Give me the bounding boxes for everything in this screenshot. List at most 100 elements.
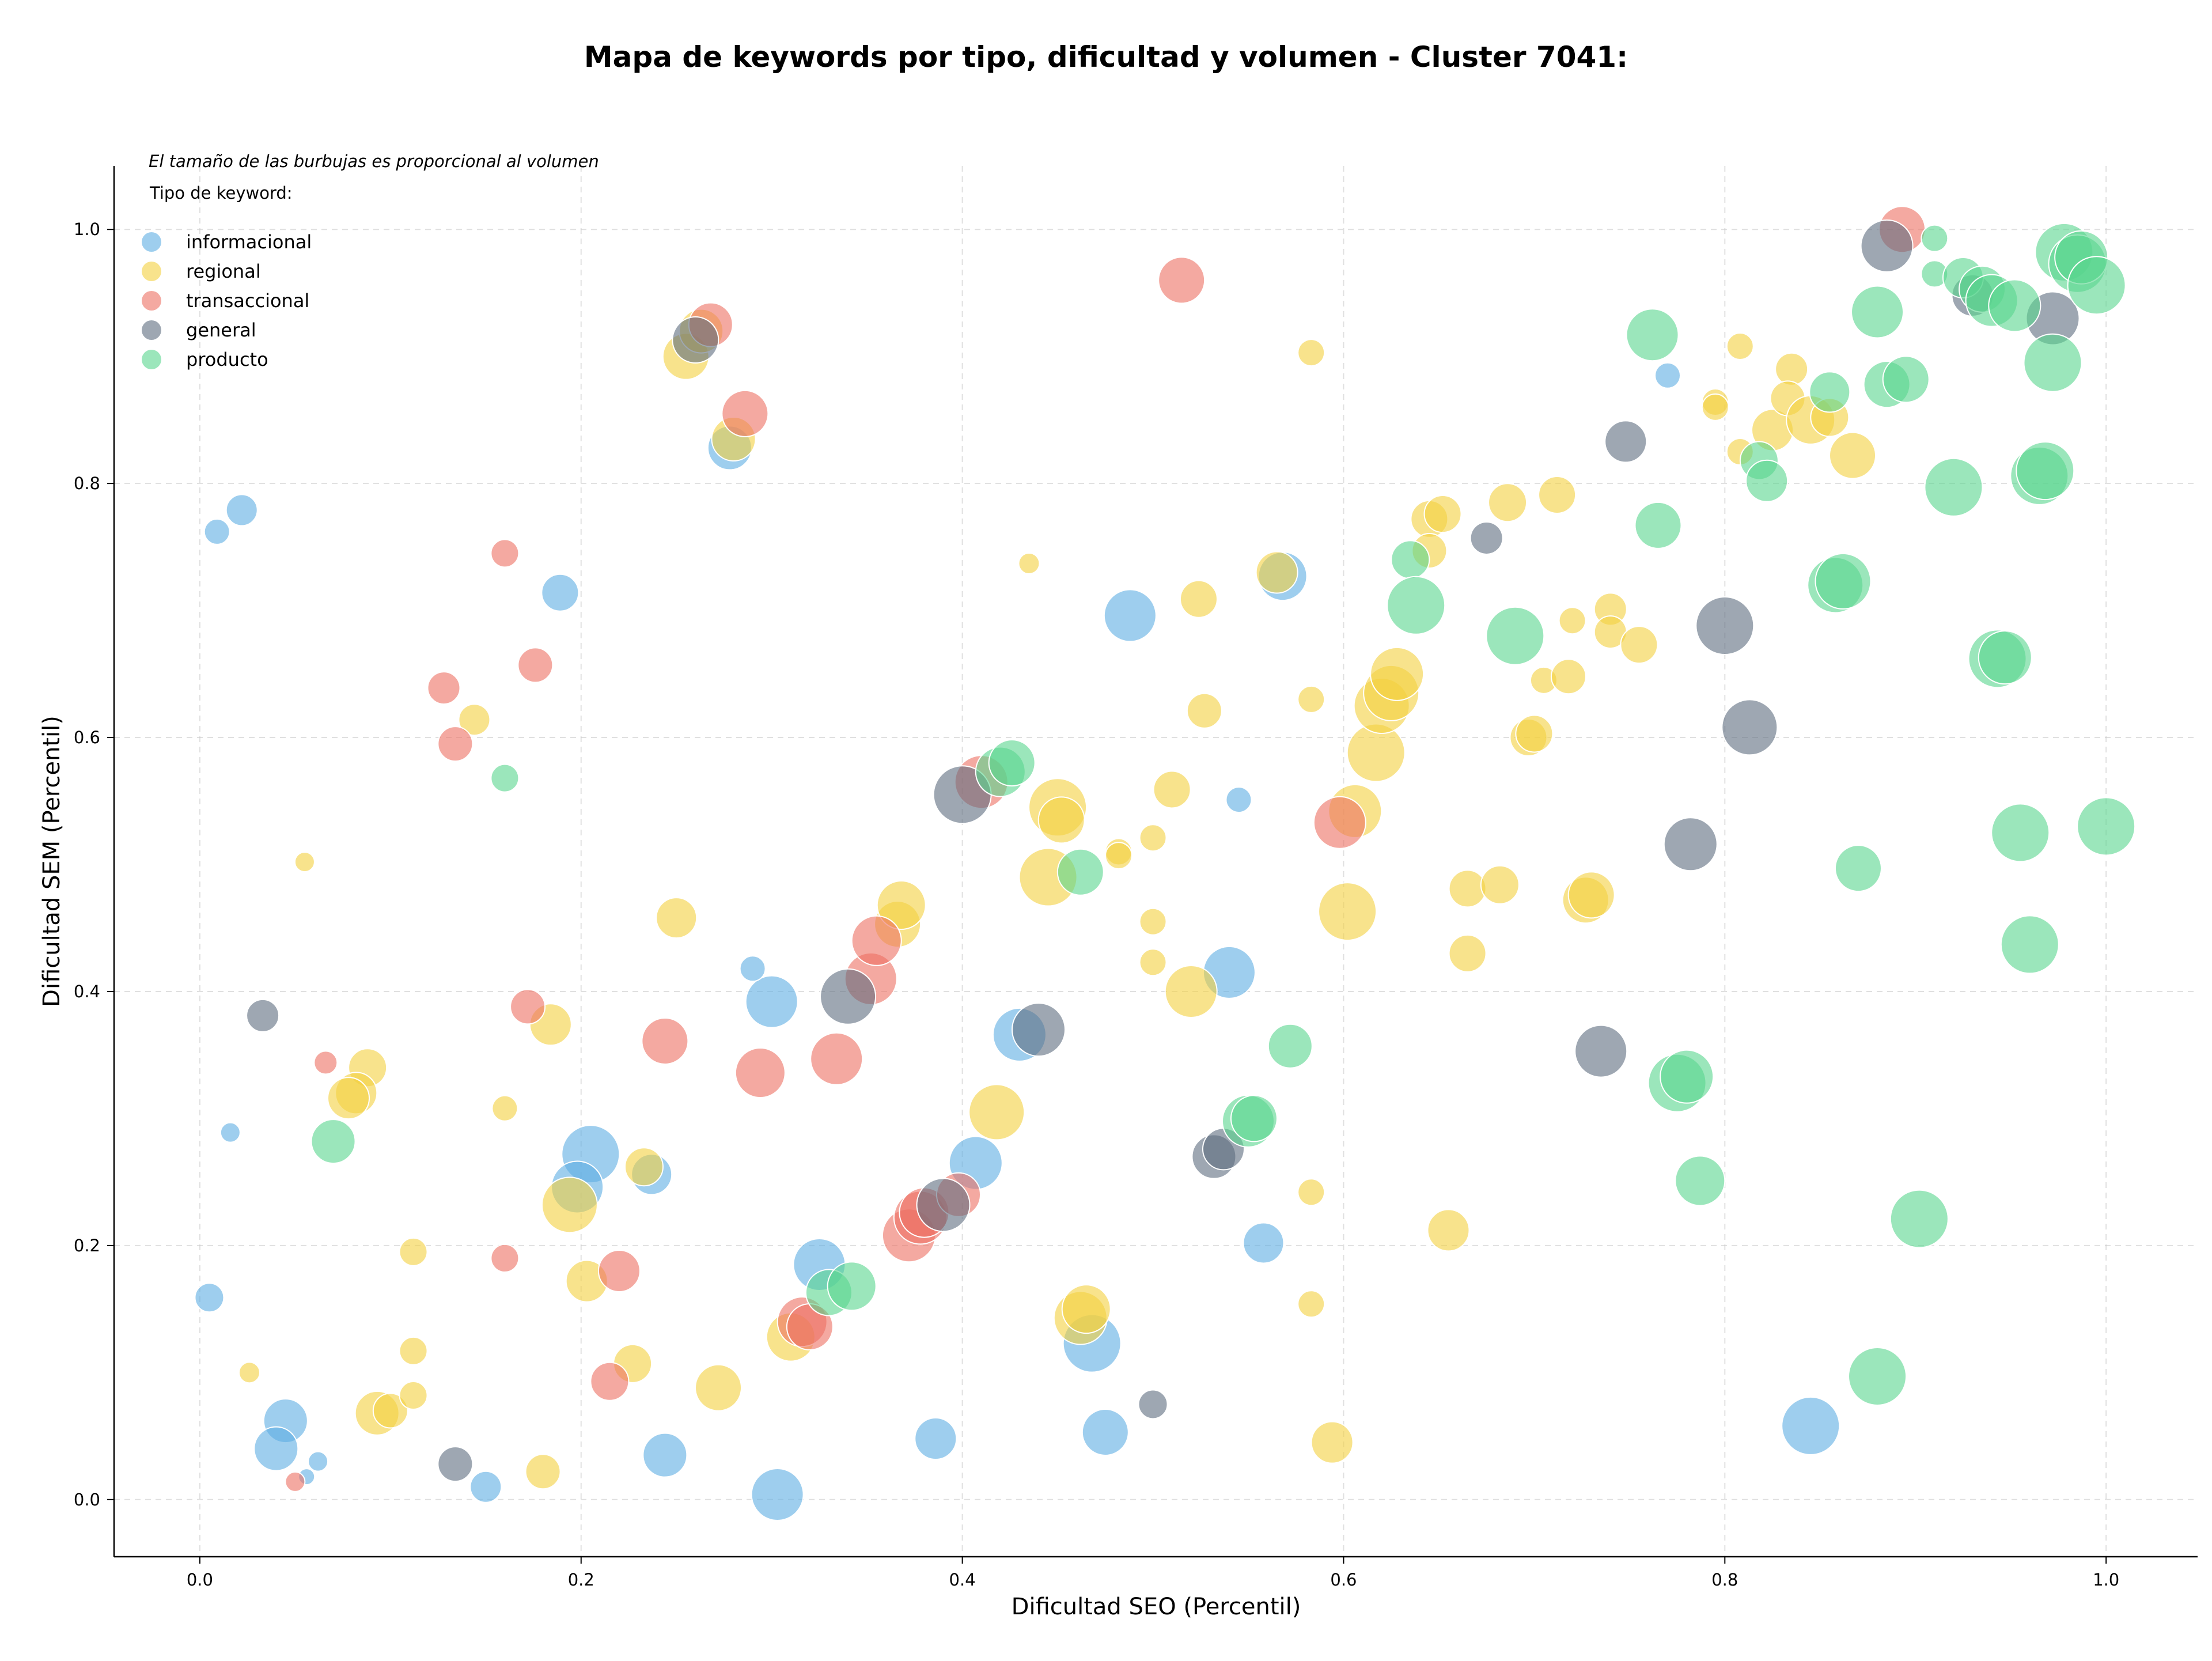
bubble-transaccional <box>427 671 461 705</box>
bubble-regional <box>372 1393 408 1429</box>
bubble-transaccional <box>590 1361 630 1401</box>
series-regional <box>238 308 1877 1490</box>
bubble-producto <box>2023 333 2082 392</box>
bubble-transaccional <box>810 1032 863 1085</box>
bubble-transaccional <box>641 1017 689 1065</box>
axes <box>113 166 2198 1558</box>
bubble-producto <box>1882 355 1930 403</box>
bubble-general <box>246 998 280 1032</box>
grid-lines <box>114 166 2198 1557</box>
legend-label-regional: regional <box>186 260 261 282</box>
bubble-size-note: El tamaño de las burbujas es proporciona… <box>149 152 599 171</box>
bubble-regional <box>1139 948 1167 977</box>
bubble-transaccional <box>851 915 902 966</box>
legend-label-general: general <box>186 319 256 341</box>
bubble-informacional <box>203 518 230 545</box>
bubble-regional <box>1550 659 1586 695</box>
bubble-regional <box>327 1077 370 1120</box>
chart-title: Mapa de keywords por tipo, dificultad y … <box>584 40 1628 74</box>
bubble-regional <box>399 1237 428 1266</box>
bubble-producto <box>2077 797 2136 856</box>
bubble-informacional <box>541 573 579 612</box>
x-tick-label: 0.2 <box>568 1570 594 1590</box>
bubble-general <box>1721 699 1778 756</box>
bubble-regional <box>1018 553 1040 575</box>
bubble-regional <box>1179 580 1218 618</box>
bubble-transaccional <box>721 389 769 437</box>
bubble-transaccional <box>517 647 554 683</box>
bubble-informacional <box>1103 589 1157 642</box>
bubble-regional <box>1297 339 1325 367</box>
bubble-regional <box>1488 483 1528 523</box>
y-tick-label: 0.0 <box>74 1490 100 1509</box>
bubble-informacional <box>225 494 258 527</box>
bubble-regional <box>1104 842 1132 870</box>
bubble-producto <box>988 739 1036 787</box>
bubble-transaccional <box>285 1471 306 1492</box>
bubble-informacional <box>1243 1222 1285 1264</box>
legend-marker-general <box>142 320 161 340</box>
bubble-regional <box>491 1095 518 1122</box>
legend-marker-regional <box>142 262 161 281</box>
bubble-regional <box>294 852 315 873</box>
bubble-regional <box>1567 871 1615 919</box>
bubble-producto <box>1921 224 1949 252</box>
bubble-regional <box>525 1454 561 1490</box>
x-axis-label: Dificultad SEO (Percentil) <box>1012 1594 1301 1620</box>
legend-title: Tipo de keyword: <box>149 183 293 203</box>
bubble-producto <box>1889 1189 1949 1248</box>
bubble-general <box>437 1446 474 1482</box>
bubble-regional <box>541 1176 598 1234</box>
bubble-regional <box>1448 869 1487 908</box>
bubble-transaccional <box>437 726 474 762</box>
bubble-producto <box>1387 576 1446 635</box>
bubble-general <box>1663 817 1718 872</box>
bubble-regional <box>1255 551 1298 594</box>
legend-marker-producto <box>142 350 161 369</box>
bubble-producto <box>1486 606 1545 665</box>
bubble-regional <box>1186 693 1222 729</box>
bubble-producto <box>1267 1023 1313 1069</box>
x-tick-label: 0.0 <box>187 1570 213 1590</box>
x-tick-label: 0.6 <box>1330 1570 1357 1590</box>
bubble-regional <box>1775 352 1809 386</box>
bubble-transaccional <box>597 1249 641 1292</box>
bubble-general <box>1604 420 1647 463</box>
bubble-producto <box>2000 915 2059 974</box>
bubble-producto <box>1809 371 1851 413</box>
y-tick-label: 0.2 <box>74 1236 100 1255</box>
bubble-regional <box>1139 907 1167 936</box>
bubble-regional <box>624 1147 664 1187</box>
bubble-producto <box>2016 441 2075 501</box>
bubble-general <box>820 968 877 1025</box>
bubble-regional <box>399 1381 428 1410</box>
bubble-informacional <box>1225 786 1252 814</box>
bubble-general <box>672 316 719 364</box>
bubble-producto <box>1988 279 2041 332</box>
x-tick-label: 1.0 <box>2093 1570 2119 1590</box>
y-tick-label: 0.8 <box>74 474 100 493</box>
bubble-regional <box>399 1336 428 1365</box>
bubble-producto <box>1056 848 1104 896</box>
bubble-producto <box>1851 285 1904 339</box>
legend-label-informacional: informacional <box>186 231 312 253</box>
bubble-transaccional <box>490 539 520 568</box>
bubble-informacional <box>914 1417 957 1460</box>
legend-label-producto: producto <box>186 349 268 370</box>
bubble-regional <box>1829 432 1877 479</box>
bubble-general <box>1695 596 1755 656</box>
bubble-informacional <box>642 1432 688 1478</box>
bubble-informacional <box>1654 362 1681 389</box>
bubble-regional <box>1427 1209 1470 1252</box>
bubble-regional <box>1310 1421 1354 1464</box>
bubble-regional <box>876 880 926 930</box>
series-informacional <box>194 362 1840 1521</box>
legend-label-transaccional: transaccional <box>186 290 309 312</box>
bubble-regional <box>695 1364 743 1412</box>
bubble-regional <box>1423 495 1462 534</box>
y-tick-label: 1.0 <box>74 220 100 239</box>
bubble-transaccional <box>510 989 546 1025</box>
bubble-producto <box>1848 1346 1907 1406</box>
bubble-informacional <box>739 955 766 982</box>
bubble-informacional <box>194 1282 225 1313</box>
